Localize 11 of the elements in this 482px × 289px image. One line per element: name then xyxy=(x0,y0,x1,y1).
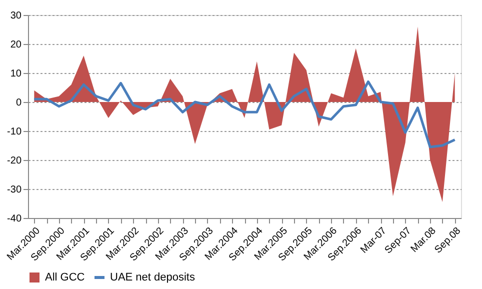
y-tick-label: -20 xyxy=(7,156,22,166)
y-tick-label: 30 xyxy=(10,10,22,22)
y-tick-label: 0 xyxy=(16,98,22,108)
legend-label: UAE net deposits xyxy=(110,272,196,284)
legend-label: All GCC xyxy=(45,272,85,284)
y-tick-label: -10 xyxy=(7,126,22,138)
line-series xyxy=(32,80,456,148)
y-tick-label: -30 xyxy=(7,184,22,196)
y-tick-label: -40 xyxy=(7,214,22,224)
y-tick-label: 10 xyxy=(10,68,22,80)
y-tick-label: 20 xyxy=(10,40,22,50)
